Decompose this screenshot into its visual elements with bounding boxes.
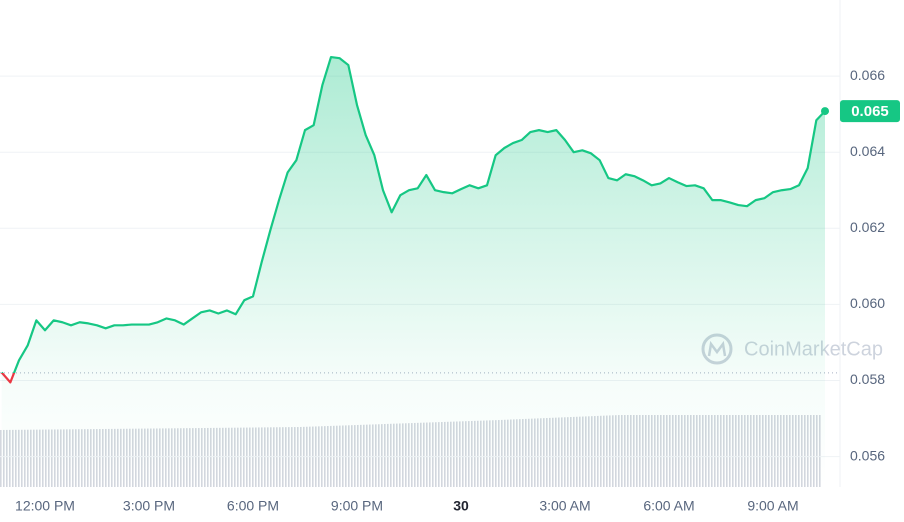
x-tick-label: 12:00 PM [15,498,75,514]
x-tick-label: 9:00 PM [331,498,383,514]
y-tick-label: 0.062 [850,219,885,235]
y-tick-label: 0.064 [850,143,885,159]
price-tag-text: 0.065 [851,103,889,120]
x-tick-label: 6:00 PM [227,498,279,514]
price-area [1,57,826,487]
x-tick-label: 6:00 AM [643,498,694,514]
x-tick-label: 9:00 AM [747,498,798,514]
last-price-dot [821,107,830,116]
price-tag [840,100,900,123]
y-tick-label: 0.066 [850,67,885,83]
y-tick-label: 0.060 [850,295,885,311]
y-tick-label: 0.058 [850,371,885,387]
x-tick-label: 30 [453,498,469,514]
price-line [0,55,826,384]
x-tick-label: 3:00 PM [123,498,175,514]
x-tick-label: 3:00 AM [539,498,590,514]
y-tick-label: 0.056 [850,447,885,463]
